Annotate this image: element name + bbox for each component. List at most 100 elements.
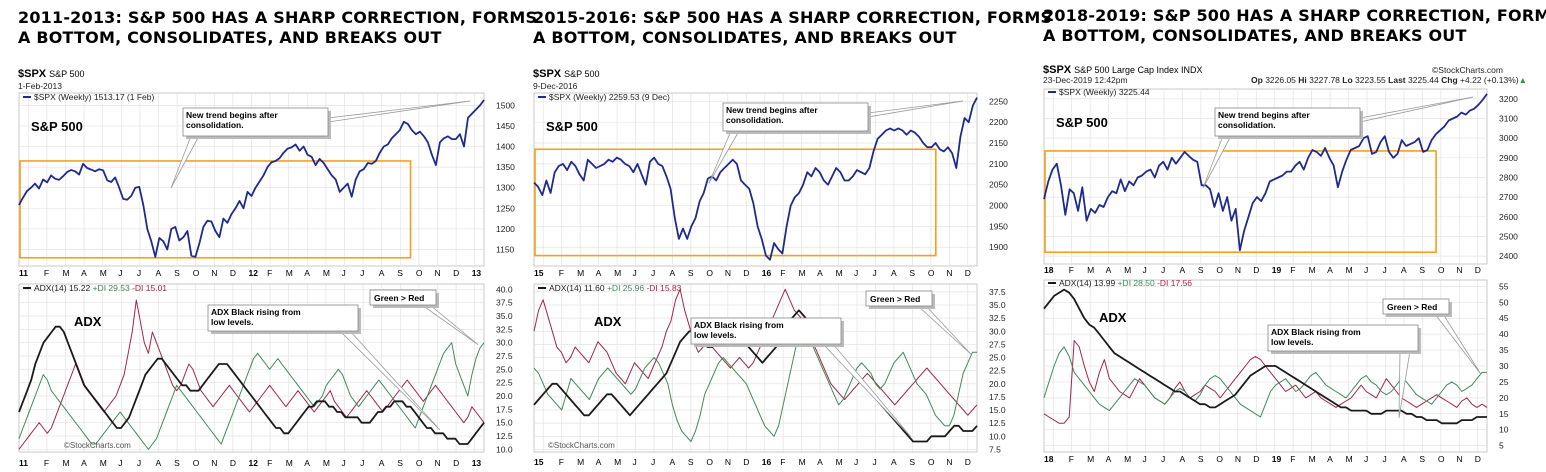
x-axis-label: 18 xyxy=(1044,454,1054,464)
adx-callout-box xyxy=(690,317,842,345)
x-axis-label: A xyxy=(156,458,162,468)
x-axis-label: N xyxy=(211,268,217,278)
price-ytick-label: 3200 xyxy=(1499,94,1518,104)
x-axis-label: F xyxy=(1069,454,1074,464)
price-ytick-label: 1400 xyxy=(496,142,515,152)
symbol-label: $SPX S&P 500 Large Cap Index INDX xyxy=(1043,64,1203,76)
indicator-ytick-label: 15 xyxy=(1499,409,1509,419)
indicator-ytick-label: 25.0 xyxy=(496,364,513,374)
x-axis-label: A xyxy=(1327,265,1333,275)
watermark-text: ©StockCharts.com xyxy=(64,441,131,450)
trend-callout-leader xyxy=(327,100,471,123)
x-axis-label: M xyxy=(1346,265,1353,275)
x-axis-label: N xyxy=(946,457,952,467)
x-axis-label: O xyxy=(928,457,935,467)
x-axis-label: A xyxy=(304,268,310,278)
price-ytick-label: 1450 xyxy=(496,121,515,131)
trend-callout-text: consolidation. xyxy=(726,115,784,125)
indicator-ytick-label: 12.5 xyxy=(989,418,1006,428)
x-axis-label: S xyxy=(1419,265,1425,275)
x-axis-label: J xyxy=(137,458,141,468)
x-axis-label: M xyxy=(100,458,107,468)
indicator-legend: ADX(14) 15.22 +DI 29.53 -DI 15.01 xyxy=(34,283,167,293)
x-axis-label: 13 xyxy=(472,268,482,278)
indicator-ytick-label: 20 xyxy=(1499,393,1509,403)
indicator-pane-label: ADX xyxy=(1099,310,1127,325)
x-axis-label: J xyxy=(872,268,876,278)
open-value: 3226.05 xyxy=(1265,75,1296,85)
x-axis-label: A xyxy=(1401,454,1407,464)
plus-di-line xyxy=(1043,346,1487,418)
indicator-ytick-label: 15.0 xyxy=(496,418,513,428)
x-axis-label: D xyxy=(1253,454,1259,464)
adx-line xyxy=(533,309,978,443)
x-axis-label: O xyxy=(416,458,423,468)
x-axis-label: J xyxy=(118,268,122,278)
x-axis-label: M xyxy=(1346,454,1353,464)
x-axis-label: O xyxy=(706,457,713,467)
x-axis-label: M xyxy=(836,457,843,467)
x-axis-label: A xyxy=(1179,454,1185,464)
indicator-pane-label: ADX xyxy=(74,314,102,329)
green-red-callout-pointer xyxy=(1434,313,1482,375)
x-axis-label: N xyxy=(725,268,731,278)
x-axis-label: A xyxy=(1106,454,1112,464)
x-axis-label: D xyxy=(1475,454,1481,464)
indicator-legend-item: -DI 15.83 xyxy=(644,283,682,293)
x-axis-label: 13 xyxy=(472,458,482,468)
adx-callout-text: ADX Black rising from xyxy=(1271,327,1361,337)
x-axis-label: D xyxy=(1475,265,1481,275)
x-axis-label: 16 xyxy=(762,457,772,467)
indicator-ytick-label: 37.5 xyxy=(496,298,513,308)
x-axis-label: M xyxy=(614,457,621,467)
x-axis-label: D xyxy=(1253,265,1259,275)
green-red-callout-text: Green > Red xyxy=(1387,302,1437,312)
x-axis-label: J xyxy=(854,457,858,467)
indicator-ytick-label: 15.0 xyxy=(989,405,1006,415)
x-axis-label: 18 xyxy=(1044,265,1054,275)
x-axis-label: N xyxy=(435,268,441,278)
x-axis-label: M xyxy=(1087,454,1094,464)
chart-date: 9-Dec-2016 xyxy=(533,81,578,91)
x-axis-label: O xyxy=(1438,265,1445,275)
green-red-callout-box xyxy=(1382,298,1450,315)
x-axis-label: S xyxy=(1419,454,1425,464)
indicator-legend-item: +DI 25.96 xyxy=(605,283,645,293)
x-axis-label: M xyxy=(323,268,330,278)
chart-panel-1: 2011-2013: S&P 500 HAS A SHARP CORRECTIO… xyxy=(18,0,537,472)
trend-callout-leader xyxy=(867,100,964,114)
trend-callout-text: consolidation. xyxy=(186,120,244,130)
green-red-callout-text: Green > Red xyxy=(870,294,920,304)
price-ytick-label: 2000 xyxy=(989,201,1008,211)
x-axis-label: J xyxy=(118,458,122,468)
x-axis-label: J xyxy=(1143,265,1147,275)
x-axis-label: D xyxy=(743,457,749,467)
x-axis-label: F xyxy=(267,458,272,468)
x-axis-label: S xyxy=(688,268,694,278)
price-line xyxy=(533,97,978,261)
consolidation-box xyxy=(1044,150,1437,254)
indicator-ytick-label: 25.0 xyxy=(989,353,1006,363)
x-axis-label: N xyxy=(211,458,217,468)
high-value: 3227.78 xyxy=(1309,75,1340,85)
indicator-ytick-label: 10.0 xyxy=(989,431,1006,441)
x-axis-label: J xyxy=(1364,265,1368,275)
indicator-ytick-label: 32.5 xyxy=(989,313,1006,323)
x-axis-label: A xyxy=(669,268,675,278)
x-axis-label: M xyxy=(1309,265,1316,275)
x-axis-label: S xyxy=(1198,454,1204,464)
x-axis-label: N xyxy=(435,458,441,468)
price-pane-label: S&P 500 xyxy=(546,119,598,134)
indicator-ytick-label: 27.5 xyxy=(496,351,513,361)
indicator-legend-item: -DI 15.01 xyxy=(130,283,168,293)
x-axis-label: O xyxy=(1438,454,1445,464)
indicator-pane-frame xyxy=(18,283,485,453)
x-axis-label: A xyxy=(1106,265,1112,275)
x-axis-label: N xyxy=(1235,454,1241,464)
x-axis-label: N xyxy=(946,268,952,278)
x-axis-label: J xyxy=(651,457,655,467)
indicator-ytick-label: 50 xyxy=(1499,297,1509,307)
x-axis-label: O xyxy=(706,268,713,278)
x-axis-label: M xyxy=(1124,265,1131,275)
indicator-ytick-label: 35.0 xyxy=(989,300,1006,310)
